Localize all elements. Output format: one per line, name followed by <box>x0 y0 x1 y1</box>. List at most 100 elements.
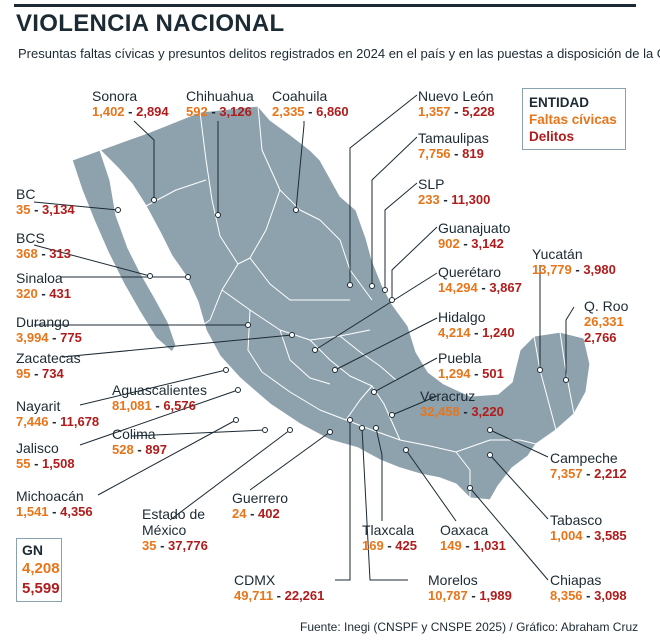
civic-value: 7,756 <box>418 146 451 161</box>
legend-crimes: Delitos <box>529 129 575 144</box>
state-name: Estado de <box>142 506 206 522</box>
crime-value: 819 <box>462 146 484 161</box>
crime-value: 425 <box>395 538 417 553</box>
crime-value: 897 <box>145 442 167 457</box>
label-sinaloa: Sinaloa 320 - 431 <box>16 270 71 301</box>
label-guerrero: Guerrero 24 - 402 <box>232 490 289 521</box>
label-tlaxcala: Tlaxcala 169 - 425 <box>362 522 417 553</box>
civic-value: 320 <box>16 286 38 301</box>
state-name: Tlaxcala <box>362 522 415 538</box>
civic-value: 1,402 <box>92 104 125 119</box>
crime-value: 313 <box>49 246 71 261</box>
state-name: Chihuahua <box>186 88 254 104</box>
civic-value: 7,357 <box>550 466 583 481</box>
state-name: Oaxaca <box>440 522 489 538</box>
legend-box: ENTIDAD Faltas cívicas Delitos <box>522 88 626 150</box>
crime-value: 431 <box>49 286 71 301</box>
civic-value: 81,081 <box>112 398 152 413</box>
top-rule <box>14 4 636 7</box>
crime-value: 501 <box>482 366 504 381</box>
label-zacatecas: Zacatecas 95 - 734 <box>16 350 81 381</box>
crime-value: 1,989 <box>479 588 512 603</box>
state-name: Campeche <box>550 450 618 466</box>
label-tamaulipas: Tamaulipas 7,756 - 819 <box>418 130 489 161</box>
crime-value: 6,576 <box>163 398 196 413</box>
label-veracruz: Veracruz 32,458 - 3,220 <box>420 388 504 419</box>
crime-value: 3,980 <box>583 262 616 277</box>
label-hidalgo: Hidalgo 4,214 - 1,240 <box>438 309 515 340</box>
label-tabasco: Tabasco 1,004 - 3,585 <box>550 512 627 543</box>
label-bcs: BCS 368 - 313 <box>16 230 71 261</box>
civic-value: 233 <box>418 192 440 207</box>
state-name: Sonora <box>92 88 138 104</box>
civic-value: 32,458 <box>420 404 460 419</box>
crime-value: 22,261 <box>284 588 325 603</box>
crime-value: 3,142 <box>471 236 504 251</box>
label-coahuila: Coahuila 2,335 - 6,860 <box>272 88 349 119</box>
crime-value: 1,031 <box>473 538 506 553</box>
civic-value: 7,446 <box>16 414 49 429</box>
crime-value: 3,585 <box>594 528 627 543</box>
label-colima: Colima 528 - 897 <box>112 426 167 457</box>
state-name: Nayarit <box>16 398 61 414</box>
crime-value: 5,228 <box>462 104 495 119</box>
state-name: Coahuila <box>272 88 328 104</box>
civic-value: 26,331 <box>584 314 624 329</box>
page-subtitle: Presuntas faltas cívicas y presuntos del… <box>18 46 660 61</box>
gn-civic-value: 4,208 <box>22 560 60 577</box>
state-name: Tabasco <box>550 512 603 528</box>
state-name: Aguascalientes <box>112 382 207 398</box>
civic-value: 95 <box>16 366 31 381</box>
crime-value: 3,134 <box>42 202 75 217</box>
label-cdmx: CDMX 49,711 - 22,261 <box>234 572 325 603</box>
state-name: Michoacán <box>16 488 84 504</box>
state-name: Zacatecas <box>16 350 81 366</box>
crime-value: 1,240 <box>482 325 515 340</box>
label-chiapas: Chiapas 8,356 - 3,098 <box>550 572 627 603</box>
civic-value: 49,711 <box>234 588 274 603</box>
label-queretaro: Querétaro 14,294 - 3,867 <box>438 264 522 295</box>
crime-value: 1,508 <box>42 456 75 471</box>
state-name: Chiapas <box>550 572 602 588</box>
civic-value: 1,004 <box>550 528 583 543</box>
state-name: BC <box>16 186 36 202</box>
state-name-line2: México <box>142 522 187 538</box>
label-michoacan: Michoacán 1,541 - 4,356 <box>16 488 93 519</box>
label-morelos: Morelos 10,787 - 1,989 <box>428 572 512 603</box>
crime-value: 2,212 <box>594 466 627 481</box>
crime-value: 37,776 <box>168 538 208 553</box>
crime-value: 11,300 <box>451 192 491 207</box>
civic-value: 368 <box>16 246 38 261</box>
crime-value: 3,098 <box>594 588 627 603</box>
state-name: Jalisco <box>16 440 59 456</box>
label-aguascalientes: Aguascalientes 81,081 - 6,576 <box>112 382 207 413</box>
crime-value: 2,894 <box>136 104 169 119</box>
label-slp: SLP 233 - 11,300 <box>418 176 491 207</box>
state-name: Morelos <box>428 572 478 588</box>
label-chihuahua: Chihuahua 592 - 3,126 <box>186 88 254 119</box>
label-nuevo-leon: Nuevo León 1,357 - 5,228 <box>418 88 495 119</box>
civic-value: 149 <box>440 538 462 553</box>
civic-value: 35 <box>16 202 31 217</box>
leader-lines <box>33 94 575 581</box>
crime-value: 3,867 <box>489 280 522 295</box>
label-campeche: Campeche 7,357 - 2,212 <box>550 450 627 481</box>
label-oaxaca: Oaxaca 149 - 1,031 <box>440 522 506 553</box>
crime-value: 775 <box>60 330 82 345</box>
civic-value: 4,214 <box>438 325 471 340</box>
crime-value: 4,356 <box>60 504 93 519</box>
gn-box: GN 4,208 5,599 <box>16 538 62 602</box>
civic-value: 528 <box>112 442 134 457</box>
crime-value: 734 <box>42 366 64 381</box>
civic-value: 55 <box>16 456 31 471</box>
civic-value: 13,779 <box>532 262 572 277</box>
label-nayarit: Nayarit 7,446 - 11,678 <box>16 398 100 429</box>
civic-value: 3,994 <box>16 330 49 345</box>
label-yucatan: Yucatán 13,779 - 3,980 <box>532 246 616 277</box>
source-footer: Fuente: Inegi (CNSPF y CNSPE 2025) / Grá… <box>300 620 639 634</box>
civic-value: 1,294 <box>438 366 471 381</box>
civic-value: 24 <box>232 506 247 521</box>
state-name: Sinaloa <box>16 270 63 286</box>
state-name: Hidalgo <box>438 309 486 325</box>
page-title: VIOLENCIA NACIONAL <box>16 10 285 37</box>
